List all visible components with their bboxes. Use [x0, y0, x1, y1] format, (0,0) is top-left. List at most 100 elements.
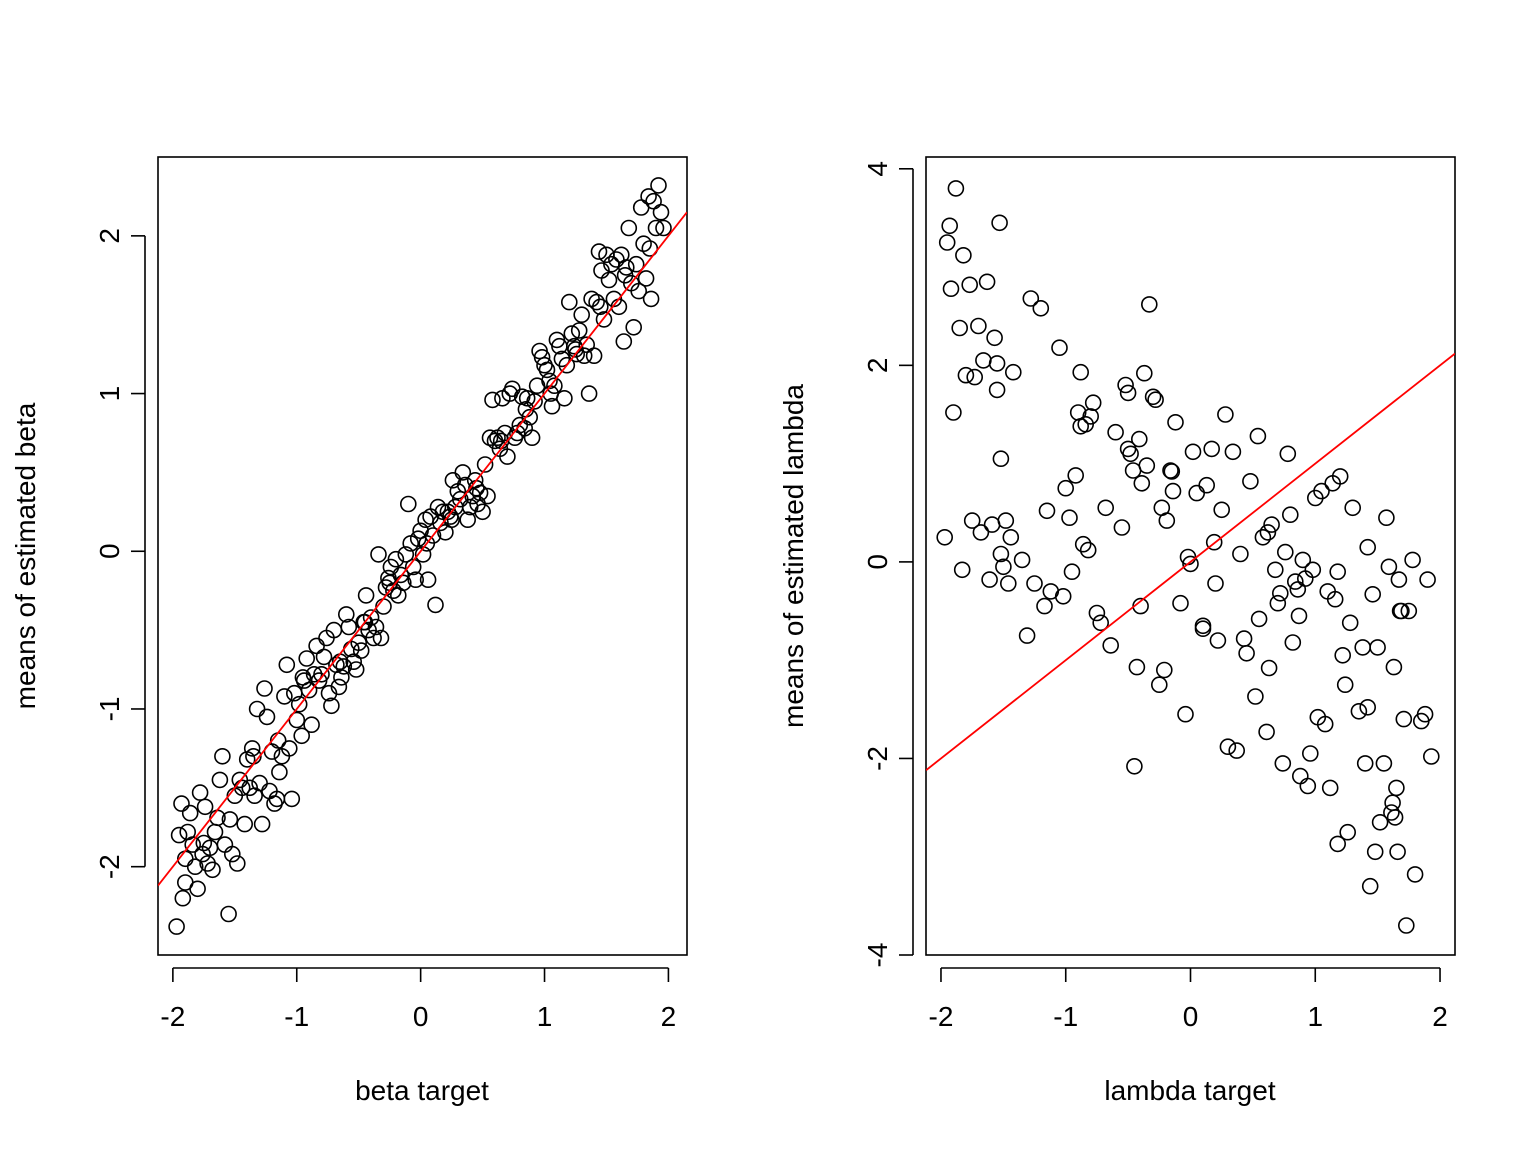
lambda-data-point	[1356, 755, 1374, 772]
lambda-data-point	[1119, 440, 1137, 458]
beta-data-point	[573, 306, 591, 324]
lambda-data-point	[1128, 658, 1146, 676]
beta-data-point	[591, 298, 609, 316]
lambda-scatter-panel: lambda target means of estimated lambda …	[778, 156, 1456, 1106]
beta-data-point	[294, 669, 312, 686]
beta-data-point	[356, 613, 374, 631]
lambda-data-point	[1290, 607, 1308, 625]
beta-data-point	[303, 716, 320, 734]
beta-data-point	[617, 259, 635, 276]
beta-y-axis-label: means of estimated beta	[10, 402, 41, 709]
lambda-data-point	[1036, 597, 1053, 615]
beta-data-point	[340, 618, 358, 636]
lambda-y-tick-label: 4	[862, 161, 893, 177]
lambda-data-point	[1117, 376, 1134, 394]
lambda-data-point	[1419, 571, 1436, 588]
lambda-data-point	[1316, 715, 1334, 733]
lambda-data-point	[1274, 755, 1292, 772]
lambda-data-point	[972, 524, 990, 541]
lambda-data-point	[1164, 482, 1182, 500]
lambda-x-tick-label: 0	[1183, 1001, 1199, 1032]
lambda-data-point	[1013, 551, 1031, 569]
beta-data-point	[616, 266, 634, 284]
beta-data-point	[538, 361, 556, 379]
lambda-data-point	[1079, 541, 1097, 559]
lambda-data-point	[1026, 575, 1043, 592]
lambda-data-point	[1260, 659, 1278, 677]
beta-data-point	[588, 293, 605, 311]
lambda-data-point	[1126, 757, 1143, 775]
beta-data-point	[476, 456, 494, 473]
lambda-data-point	[1284, 634, 1302, 651]
beta-data-point	[253, 815, 271, 833]
beta-data-point	[570, 322, 588, 339]
beta-data-point	[650, 177, 667, 194]
lambda-data-point	[1249, 427, 1267, 445]
lambda-data-point	[1389, 843, 1406, 861]
beta-data-point	[352, 642, 370, 659]
beta-data-point	[315, 648, 333, 666]
lambda-data-point	[1162, 462, 1179, 479]
beta-data-point	[399, 495, 417, 513]
beta-data-point	[546, 377, 563, 395]
beta-data-point	[407, 571, 425, 589]
lambda-data-point	[1313, 482, 1330, 500]
beta-data-point	[241, 779, 258, 797]
beta-scatter-panel: beta target means of estimated beta -2 -1…	[10, 156, 688, 1106]
lambda-data-point	[1250, 610, 1268, 628]
lambda-data-point	[1074, 535, 1092, 553]
lambda-plot-frame	[925, 156, 1456, 956]
lambda-data-point	[1391, 602, 1409, 620]
lambda-data-point	[986, 329, 1003, 347]
beta-data-point	[181, 804, 199, 822]
lambda-data-point	[1051, 339, 1068, 357]
lambda-data-point	[942, 280, 960, 298]
beta-data-point	[640, 188, 657, 205]
lambda-data-point	[1194, 617, 1212, 635]
lambda-data-point	[1063, 563, 1081, 581]
lambda-data-point	[955, 247, 972, 264]
lambda-data-point	[1375, 755, 1393, 772]
beta-data-point	[620, 219, 638, 237]
beta-data-point	[563, 325, 581, 342]
lambda-data-point	[1269, 594, 1287, 612]
lambda-data-point	[1082, 408, 1099, 425]
beta-data-point	[191, 784, 209, 801]
lambda-data-point	[1107, 423, 1124, 441]
beta-data-point	[298, 650, 316, 667]
beta-x-tick-label: 2	[661, 1001, 677, 1032]
lambda-x-tick-label: -2	[929, 1001, 954, 1032]
lambda-data-point	[992, 450, 1010, 468]
beta-data-point	[350, 634, 368, 652]
lambda-data-point	[1151, 676, 1168, 694]
lambda-data-point	[1390, 571, 1408, 588]
beta-data-point	[243, 740, 261, 757]
beta-data-point	[454, 464, 472, 481]
lambda-data-point	[957, 366, 975, 384]
beta-data-point	[630, 282, 648, 300]
beta-data-point	[590, 243, 608, 260]
beta-data-point	[429, 498, 447, 516]
beta-x-tick-label: 0	[413, 1001, 429, 1032]
beta-data-point	[543, 397, 561, 415]
beta-data-point	[652, 203, 670, 221]
beta-data-point	[595, 311, 613, 328]
beta-data-point	[177, 874, 194, 891]
beta-data-point	[372, 629, 390, 647]
lambda-data-point	[936, 528, 954, 546]
beta-data-point	[575, 347, 593, 365]
lambda-data-point	[997, 512, 1015, 529]
lambda-data-point	[1395, 710, 1413, 728]
lambda-data-point	[1336, 676, 1354, 694]
beta-data-point	[276, 688, 293, 705]
lambda-data-point	[981, 571, 998, 588]
beta-data-point	[642, 290, 660, 308]
beta-data-point	[418, 535, 436, 552]
beta-data-point	[204, 861, 221, 879]
lambda-data-point	[991, 214, 1008, 232]
beta-x-tick-label: 1	[537, 1001, 553, 1032]
lambda-data-point	[1279, 445, 1297, 463]
beta-data-point	[600, 271, 618, 289]
lambda-data-point	[1294, 551, 1312, 569]
lambda-data-point	[1366, 843, 1384, 861]
